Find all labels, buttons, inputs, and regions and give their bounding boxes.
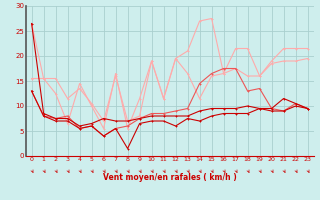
X-axis label: Vent moyen/en rafales ( km/h ): Vent moyen/en rafales ( km/h ) (103, 174, 236, 182)
